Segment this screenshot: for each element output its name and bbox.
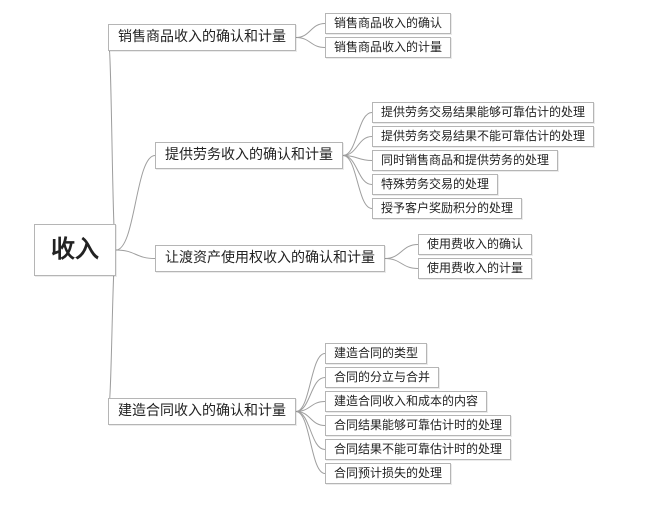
node-l2e-label: 授予客户奖励积分的处理 — [381, 201, 513, 215]
node-root: 收入 — [34, 224, 116, 276]
edge-root-b2 — [116, 156, 155, 251]
node-b1-label: 销售商品收入的确认和计量 — [118, 30, 286, 45]
node-l2c: 同时销售商品和提供劳务的处理 — [372, 150, 558, 171]
node-l2c-label: 同时销售商品和提供劳务的处理 — [381, 153, 549, 167]
node-l2d-label: 特殊劳务交易的处理 — [381, 177, 489, 191]
node-l4e: 合同结果不能可靠估计时的处理 — [325, 439, 511, 460]
node-l4c: 建造合同收入和成本的内容 — [325, 391, 487, 412]
node-b4-label: 建造合同收入的确认和计量 — [118, 404, 286, 419]
node-l2b: 提供劳务交易结果不能可靠估计的处理 — [372, 126, 594, 147]
node-l1b: 销售商品收入的计量 — [325, 37, 451, 58]
node-l2a: 提供劳务交易结果能够可靠估计的处理 — [372, 102, 594, 123]
edge-root-b3 — [116, 250, 155, 259]
node-b4: 建造合同收入的确认和计量 — [108, 398, 296, 425]
node-l3b-label: 使用费收入的计量 — [427, 261, 523, 275]
node-b1: 销售商品收入的确认和计量 — [108, 24, 296, 51]
edge-root-b1 — [108, 38, 116, 251]
edge-b2-l2c — [343, 156, 372, 161]
node-l1a-label: 销售商品收入的确认 — [334, 16, 442, 30]
edge-b4-l4b — [296, 378, 325, 412]
edge-b2-l2a — [343, 113, 372, 156]
mindmap-canvas: 收入 销售商品收入的确认和计量提供劳务收入的确认和计量让渡资产使用权收入的确认和计… — [0, 0, 670, 506]
edge-b3-l3a — [385, 245, 418, 259]
node-root-label: 收入 — [51, 237, 99, 263]
node-b3: 让渡资产使用权收入的确认和计量 — [155, 245, 385, 272]
node-l4a-label: 建造合同的类型 — [334, 346, 418, 360]
node-l4d-label: 合同结果能够可靠估计时的处理 — [334, 418, 502, 432]
node-b2: 提供劳务收入的确认和计量 — [155, 142, 343, 169]
node-l4e-label: 合同结果不能可靠估计时的处理 — [334, 442, 502, 456]
node-l3b: 使用费收入的计量 — [418, 258, 532, 279]
edge-b4-l4c — [296, 402, 325, 412]
edge-b4-l4f — [296, 412, 325, 474]
node-l2a-label: 提供劳务交易结果能够可靠估计的处理 — [381, 105, 585, 119]
node-l2d: 特殊劳务交易的处理 — [372, 174, 498, 195]
node-l3a: 使用费收入的确认 — [418, 234, 532, 255]
node-l1b-label: 销售商品收入的计量 — [334, 40, 442, 54]
edge-b4-l4e — [296, 412, 325, 450]
edge-b4-l4d — [296, 412, 325, 426]
node-l4f: 合同预计损失的处理 — [325, 463, 451, 484]
node-l4b: 合同的分立与合并 — [325, 367, 439, 388]
edge-b2-l2d — [343, 156, 372, 185]
node-l4c-label: 建造合同收入和成本的内容 — [334, 394, 478, 408]
node-l3a-label: 使用费收入的确认 — [427, 237, 523, 251]
edge-b1-l1b — [296, 38, 325, 48]
node-l4d: 合同结果能够可靠估计时的处理 — [325, 415, 511, 436]
node-l1a: 销售商品收入的确认 — [325, 13, 451, 34]
node-b2-label: 提供劳务收入的确认和计量 — [165, 148, 333, 163]
node-l4b-label: 合同的分立与合并 — [334, 370, 430, 384]
node-l2e: 授予客户奖励积分的处理 — [372, 198, 522, 219]
node-l4f-label: 合同预计损失的处理 — [334, 466, 442, 480]
edge-b3-l3b — [385, 259, 418, 269]
edge-b2-l2b — [343, 137, 372, 156]
node-l4a: 建造合同的类型 — [325, 343, 427, 364]
edge-b4-l4a — [296, 354, 325, 412]
node-b3-label: 让渡资产使用权收入的确认和计量 — [165, 251, 375, 266]
node-l2b-label: 提供劳务交易结果不能可靠估计的处理 — [381, 129, 585, 143]
edge-b2-l2e — [343, 156, 372, 209]
edge-b1-l1a — [296, 24, 325, 38]
